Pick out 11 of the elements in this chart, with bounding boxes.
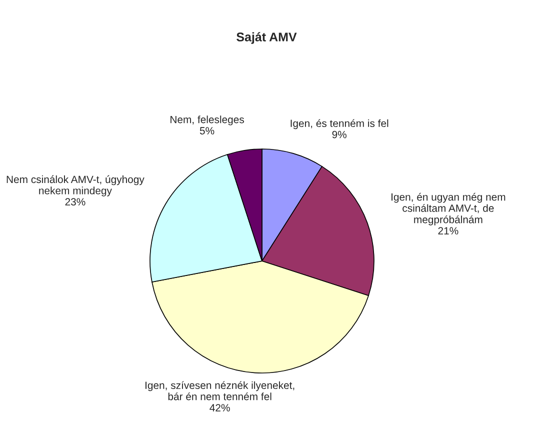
data-label: 23%: [65, 198, 86, 206]
data-label: 9%: [332, 130, 346, 138]
slice-label: Nem csinálok AMV-t, úgyhogy nekem mindegy: [6, 175, 144, 196]
data-label: 42%: [210, 404, 230, 412]
slice-label: Igen, én ugyan még nem csináltam AMV-t, de megpróbálnám: [392, 192, 506, 226]
slice-label: Igen, és tenném is fel: [290, 119, 388, 130]
data-label: 5%: [200, 127, 214, 134]
slice-label: Igen, szívesen néznék ilyeneket, bár én nem tenném fel: [146, 381, 294, 400]
slice-label: Nem, felesleges: [170, 116, 244, 126]
data-label: 21%: [438, 227, 458, 234]
chart-title: Saját AMV: [236, 32, 297, 44]
